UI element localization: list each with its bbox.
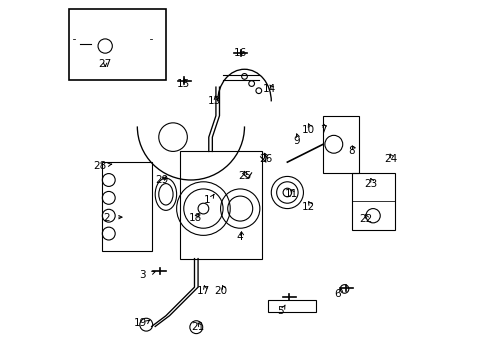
- Text: 29: 29: [155, 175, 169, 185]
- Bar: [69, 9, 165, 80]
- Text: 7: 7: [319, 125, 325, 135]
- Text: 3: 3: [139, 270, 146, 280]
- Text: 1: 1: [203, 195, 210, 204]
- Text: 9: 9: [292, 136, 299, 146]
- Text: 6: 6: [333, 289, 340, 299]
- Text: 21: 21: [191, 322, 204, 332]
- Text: 8: 8: [347, 147, 354, 157]
- Text: 17: 17: [196, 286, 210, 296]
- Text: 16: 16: [234, 48, 247, 58]
- Text: 24: 24: [384, 154, 397, 163]
- Text: 28: 28: [93, 161, 106, 171]
- Text: 15: 15: [177, 78, 190, 89]
- Text: 4: 4: [236, 232, 243, 242]
- Text: 18: 18: [188, 212, 202, 222]
- Text: 2: 2: [103, 212, 110, 222]
- Text: 26: 26: [259, 154, 272, 163]
- Text: 27: 27: [98, 59, 111, 69]
- Text: 14: 14: [263, 84, 276, 94]
- Text: 10: 10: [301, 125, 314, 135]
- Text: 5: 5: [276, 306, 283, 316]
- Text: 22: 22: [359, 214, 372, 224]
- Text: 13: 13: [207, 96, 220, 107]
- Text: 19: 19: [134, 318, 147, 328]
- Text: 11: 11: [284, 189, 297, 199]
- Text: 20: 20: [214, 286, 227, 296]
- Text: 23: 23: [364, 179, 377, 189]
- Text: 25: 25: [237, 171, 251, 181]
- Text: 12: 12: [302, 202, 315, 212]
